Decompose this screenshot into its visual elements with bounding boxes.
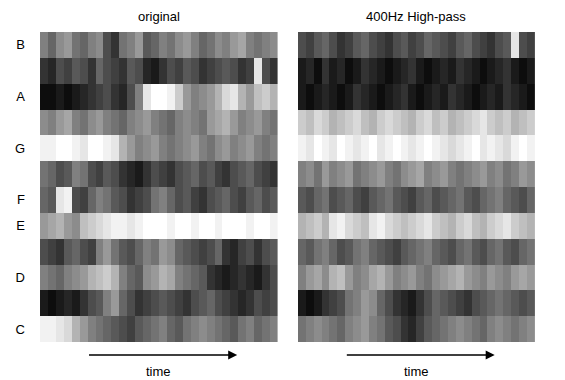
- svg-text:time: time: [146, 364, 171, 379]
- svg-text:G: G: [15, 141, 25, 156]
- svg-text:E: E: [16, 218, 25, 233]
- svg-text:time: time: [404, 364, 429, 379]
- svg-text:400Hz High-pass: 400Hz High-pass: [366, 9, 466, 24]
- svg-text:original: original: [138, 9, 180, 24]
- svg-text:D: D: [16, 270, 25, 285]
- svg-text:F: F: [17, 192, 25, 207]
- svg-text:B: B: [16, 37, 25, 52]
- svg-text:C: C: [16, 322, 25, 337]
- svg-text:A: A: [16, 89, 25, 104]
